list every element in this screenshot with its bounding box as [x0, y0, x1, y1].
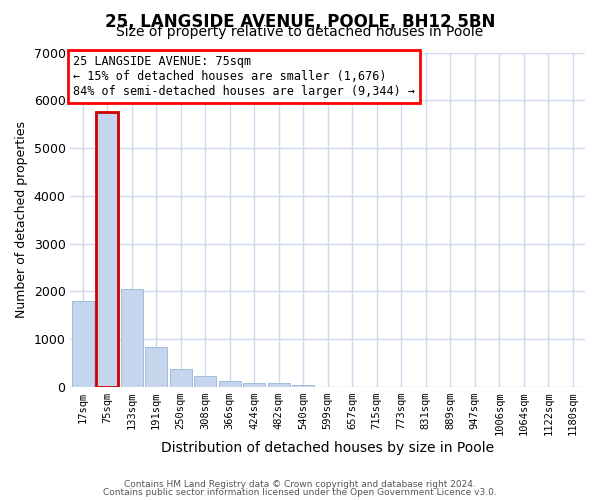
Bar	[145, 347, 167, 387]
Text: 25, LANGSIDE AVENUE, POOLE, BH12 5BN: 25, LANGSIDE AVENUE, POOLE, BH12 5BN	[105, 12, 495, 30]
Bar	[194, 376, 216, 387]
Bar	[218, 381, 241, 387]
Y-axis label: Number of detached properties: Number of detached properties	[15, 121, 28, 318]
Bar	[121, 289, 143, 387]
Bar	[96, 112, 118, 387]
X-axis label: Distribution of detached houses by size in Poole: Distribution of detached houses by size …	[161, 441, 494, 455]
Bar	[243, 383, 265, 387]
Bar	[71, 301, 94, 387]
Bar	[268, 384, 290, 387]
Text: 25 LANGSIDE AVENUE: 75sqm
← 15% of detached houses are smaller (1,676)
84% of se: 25 LANGSIDE AVENUE: 75sqm ← 15% of detac…	[73, 55, 415, 98]
Bar	[292, 385, 314, 387]
Text: Size of property relative to detached houses in Poole: Size of property relative to detached ho…	[116, 25, 484, 39]
Text: Contains HM Land Registry data © Crown copyright and database right 2024.: Contains HM Land Registry data © Crown c…	[124, 480, 476, 489]
Bar	[170, 368, 192, 387]
Text: Contains public sector information licensed under the Open Government Licence v3: Contains public sector information licen…	[103, 488, 497, 497]
